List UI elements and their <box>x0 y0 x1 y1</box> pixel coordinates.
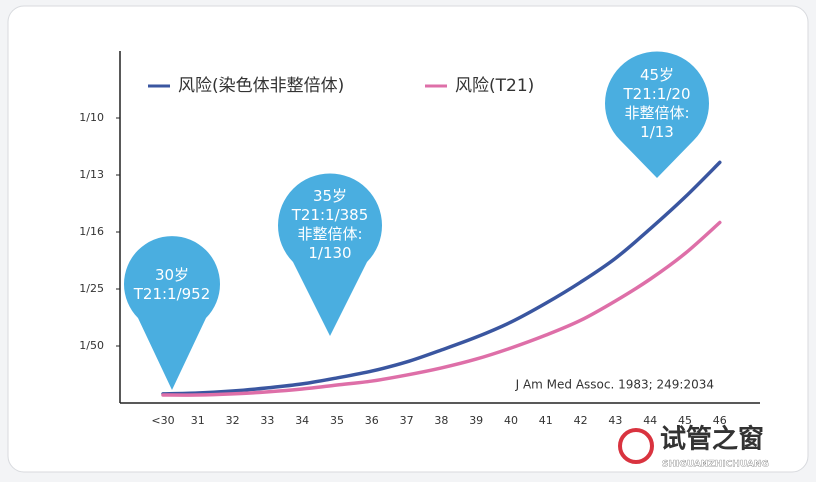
x-tick-label: 42 <box>574 414 588 427</box>
legend-label: 风险(染色体非整倍体) <box>178 76 344 96</box>
legend-label: 风险(T21) <box>455 76 534 96</box>
x-tick-label: 43 <box>608 414 622 427</box>
watermark-sub: SHIGUANZHICHUANG <box>662 460 769 470</box>
x-tick-label: 37 <box>400 414 414 427</box>
x-tick-label: 39 <box>469 414 483 427</box>
x-tick-label: <30 <box>151 414 174 427</box>
callout-text: 30岁 <box>155 266 189 284</box>
y-tick-label: 1/50 <box>79 339 104 352</box>
callouts <box>124 51 710 390</box>
callout-pin <box>278 173 383 336</box>
logo-icon <box>618 428 654 464</box>
x-tick-label: 45 <box>678 414 692 427</box>
x-tick-label: 34 <box>295 414 309 427</box>
x-tick-label: 44 <box>643 414 657 427</box>
x-tick-label: 40 <box>504 414 518 427</box>
series-line <box>161 220 722 397</box>
x-tick-label: 32 <box>226 414 240 427</box>
x-tick-label: 36 <box>365 414 379 427</box>
x-tick-label: 38 <box>434 414 448 427</box>
callout-text: 非整倍体: <box>297 225 362 243</box>
callout-text: 35岁 <box>313 187 347 205</box>
y-tick-label: 1/25 <box>79 282 104 295</box>
card <box>7 5 809 473</box>
callout-text: 非整倍体: <box>624 104 689 122</box>
source: J Am Med Assoc. 1983; 249:2034 <box>515 378 714 392</box>
callout-text: T21:1/952 <box>133 285 211 303</box>
callout-text: 1/13 <box>640 123 674 141</box>
x-tick-label: 41 <box>539 414 553 427</box>
x-tick-label: 46 <box>713 414 727 427</box>
x-tick-label: 31 <box>191 414 205 427</box>
x-tick-label: 35 <box>330 414 344 427</box>
series-line <box>161 160 722 396</box>
callout-pin <box>124 236 220 390</box>
watermark: 试管之窗 <box>660 424 764 455</box>
callout-pin <box>605 51 710 179</box>
y-tick-label: 1/16 <box>79 225 104 238</box>
x-tick-label: 33 <box>260 414 274 427</box>
callout-text: 45岁 <box>640 66 674 84</box>
y-tick-label: 1/13 <box>79 168 104 181</box>
callout-text: T21:1/20 <box>623 85 691 103</box>
callout-text: T21:1/385 <box>291 206 369 224</box>
callout-text: 1/130 <box>308 244 351 262</box>
y-tick-label: 1/10 <box>79 111 104 124</box>
